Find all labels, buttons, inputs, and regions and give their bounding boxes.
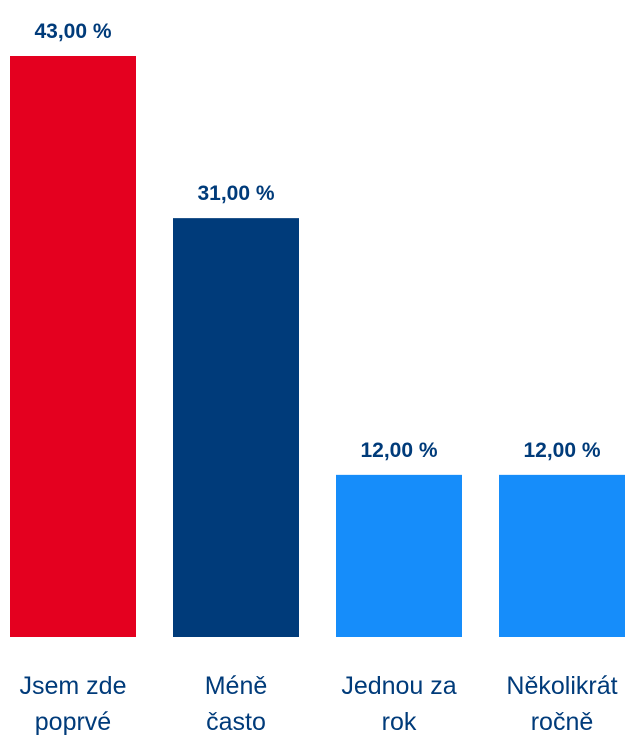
category-label-3: Několikrát ročně: [506, 672, 617, 736]
bar-1: [173, 218, 299, 638]
category-label-0-line-0: Jsem zde: [20, 672, 127, 700]
value-label-2: 12,00 %: [360, 439, 437, 462]
category-label-1-line-1: často: [206, 708, 266, 736]
category-label-2-line-1: rok: [382, 708, 417, 736]
category-label-1: Méně často: [205, 672, 268, 736]
value-label-3: 12,00 %: [523, 439, 600, 462]
category-label-3-line-1: ročně: [531, 708, 594, 736]
category-label-0: Jsem zde poprvé: [20, 672, 127, 736]
category-label-2: Jednou za rok: [341, 672, 456, 736]
category-labels-group: Jsem zde poprvé Méně často Jednou za rok Někol…: [20, 672, 618, 736]
category-label-0-line-1: poprvé: [35, 708, 111, 736]
value-label-0: 43,00 %: [34, 20, 111, 43]
bar-2: [336, 474, 462, 637]
category-label-1-line-0: Méně: [205, 672, 268, 700]
value-labels-group: 43,00 % 31,00 % 12,00 % 12,00 %: [34, 20, 600, 462]
value-label-1: 31,00 %: [197, 182, 274, 205]
category-label-3-line-0: Několikrát: [506, 672, 617, 700]
bar-3: [499, 474, 625, 637]
bar-0: [10, 56, 136, 637]
category-label-2-line-0: Jednou za: [341, 672, 456, 700]
bars-group: [10, 56, 625, 638]
